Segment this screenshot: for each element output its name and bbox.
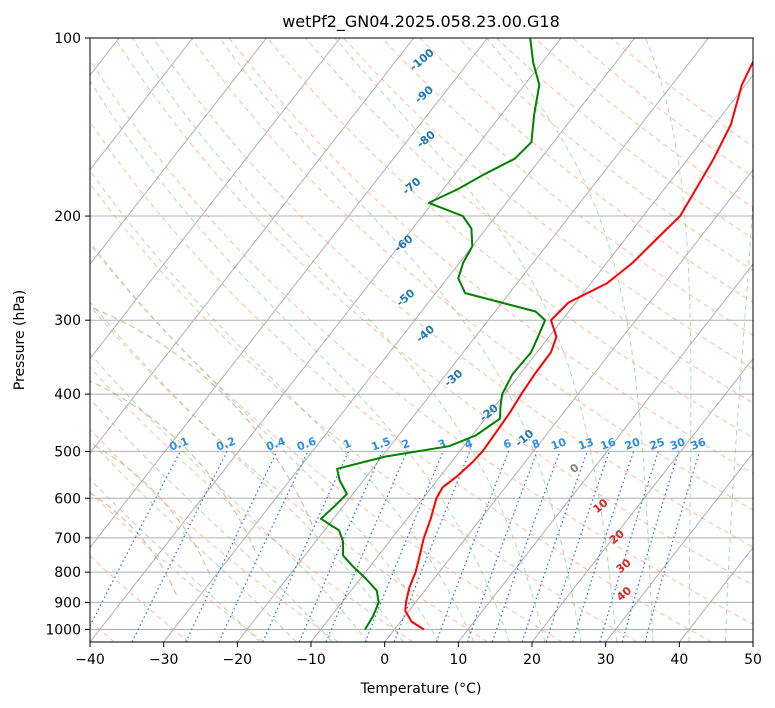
moist-adiabat-line bbox=[90, 169, 475, 642]
mixing-ratio-label: 6 bbox=[502, 437, 514, 452]
x-tick-label: −10 bbox=[296, 652, 326, 668]
dry-adiabat-line bbox=[190, 38, 753, 511]
dry-adiabat-line bbox=[90, 121, 712, 642]
y-tick-label: 100 bbox=[54, 31, 81, 47]
moist-adiabat-line bbox=[725, 190, 753, 642]
x-tick-label: 10 bbox=[449, 652, 467, 668]
mixing-ratio-label: 8 bbox=[530, 437, 542, 452]
mixing-ratio-label: 3 bbox=[436, 437, 448, 452]
isotherm-line bbox=[236, 38, 709, 642]
x-tick-label: 20 bbox=[523, 652, 541, 668]
theta-e-curve bbox=[90, 306, 313, 525]
y-tick-label: 1000 bbox=[45, 622, 81, 638]
isotherm-line bbox=[90, 38, 267, 266]
mixing-ratio-lines: 0.1 0.2 0.4 0.6 1 1.5 2 3 4 6 8 10 13 16 20 25 30 36 bbox=[90, 435, 708, 642]
y-axis-ticks: 1000 900 800 700 600 500 400 300 200 100 bbox=[45, 31, 90, 638]
profile-series bbox=[319, 38, 753, 631]
dry-adiabat-line bbox=[90, 58, 753, 625]
mixing-ratio-label: 13 bbox=[577, 435, 596, 452]
moist-adiabat-line bbox=[90, 352, 369, 642]
mixing-ratio-label: 0.1 bbox=[168, 435, 191, 454]
isotherm-line bbox=[310, 74, 753, 642]
y-tick-label: 900 bbox=[54, 595, 81, 611]
dry-adiabat-line bbox=[419, 38, 753, 304]
isotherms bbox=[90, 38, 753, 642]
isotherm-line bbox=[384, 168, 753, 642]
mixing-ratio-line bbox=[599, 451, 659, 642]
mixing-ratio-label: 25 bbox=[648, 435, 667, 452]
x-tick-label: 30 bbox=[597, 652, 615, 668]
mixing-ratio-line bbox=[572, 451, 635, 642]
isotherm-line bbox=[605, 452, 753, 642]
y-tick-label: 200 bbox=[54, 209, 81, 225]
theta-e-curves bbox=[90, 306, 313, 596]
mixing-ratio-label: 4 bbox=[463, 437, 475, 452]
moist-adiabat-line bbox=[486, 38, 654, 642]
mixing-ratio-label: 0.6 bbox=[295, 435, 318, 454]
y-tick-label: 400 bbox=[54, 387, 81, 403]
x-tick-label: 0 bbox=[380, 652, 389, 668]
x-tick-label: 50 bbox=[744, 652, 762, 668]
mixing-ratio-line bbox=[621, 451, 680, 642]
isotherm-line bbox=[90, 38, 562, 642]
isotherm-line bbox=[163, 38, 636, 642]
mixing-ratio-line bbox=[545, 451, 610, 642]
x-tick-label: −40 bbox=[75, 652, 105, 668]
mixing-ratio-label: 36 bbox=[689, 435, 708, 453]
mixing-ratio-line bbox=[218, 451, 309, 642]
dry-adiabat-line bbox=[114, 38, 753, 586]
dry-adiabat-line bbox=[90, 243, 563, 642]
dry-adiabat-line bbox=[305, 38, 753, 404]
x-tick-label: −30 bbox=[149, 652, 179, 668]
y-tick-label: 300 bbox=[54, 313, 81, 329]
y-tick-label: 600 bbox=[54, 491, 81, 507]
theta-e-curve bbox=[90, 380, 257, 553]
dry-adiabat-line bbox=[343, 38, 753, 370]
x-axis-ticks: −40 −30 −20 −10 0 10 20 30 40 50 bbox=[75, 642, 762, 668]
mixing-ratio-label: 10 bbox=[549, 435, 568, 453]
moist-adiabat-line bbox=[90, 80, 510, 642]
dry-adiabat-line bbox=[90, 182, 638, 642]
isotherm-line bbox=[90, 38, 194, 171]
isotherm-line bbox=[531, 357, 753, 642]
mixing-ratio-line bbox=[393, 451, 471, 642]
x-tick-label: 40 bbox=[670, 652, 688, 668]
mixing-ratio-label: 16 bbox=[599, 435, 618, 453]
mixing-ratio-label: 1.5 bbox=[370, 435, 393, 454]
y-tick-label: 800 bbox=[54, 565, 81, 581]
isotherm-line bbox=[90, 38, 415, 454]
x-tick-label: −20 bbox=[223, 652, 253, 668]
y-axis-title: Pressure (hPa) bbox=[12, 290, 28, 390]
plot-frame bbox=[89, 37, 754, 643]
dry-adiabat-line bbox=[90, 305, 488, 642]
isotherm-line bbox=[90, 38, 488, 549]
dewpoint-profile-line bbox=[319, 38, 547, 631]
moist-adiabat-line bbox=[90, 398, 333, 642]
mixing-ratio-label: 1 bbox=[341, 437, 353, 452]
moist-adiabat-line bbox=[131, 38, 546, 642]
chart-title: wetPf2_GN04.2025.058.23.00.G18 bbox=[282, 12, 560, 32]
mixing-ratio-line bbox=[185, 451, 278, 642]
isotherm-line bbox=[457, 263, 753, 642]
dry-adiabat-line bbox=[228, 38, 753, 475]
moist-adiabat-line bbox=[90, 241, 439, 642]
mixing-ratio-label: 30 bbox=[668, 435, 687, 453]
mixing-ratio-label: 20 bbox=[623, 435, 642, 453]
mixing-ratio-label: 0.2 bbox=[214, 435, 237, 454]
mixing-ratio-label: 2 bbox=[400, 437, 412, 452]
isotherm-line bbox=[90, 38, 341, 360]
mixing-ratio-line bbox=[644, 451, 701, 642]
mixing-ratio-label: 0.4 bbox=[264, 435, 287, 454]
y-tick-label: 500 bbox=[54, 444, 81, 460]
mixing-ratio-line bbox=[521, 451, 588, 642]
dry-adiabat-line bbox=[90, 555, 190, 642]
moist-adiabat-line bbox=[645, 38, 692, 642]
y-tick-label: 700 bbox=[54, 531, 81, 547]
temperature-profile-line bbox=[404, 59, 753, 631]
dry-adiabat-line bbox=[90, 428, 339, 642]
x-axis-title: Temperature (°C) bbox=[360, 681, 482, 697]
moist-adiabats bbox=[90, 38, 753, 642]
